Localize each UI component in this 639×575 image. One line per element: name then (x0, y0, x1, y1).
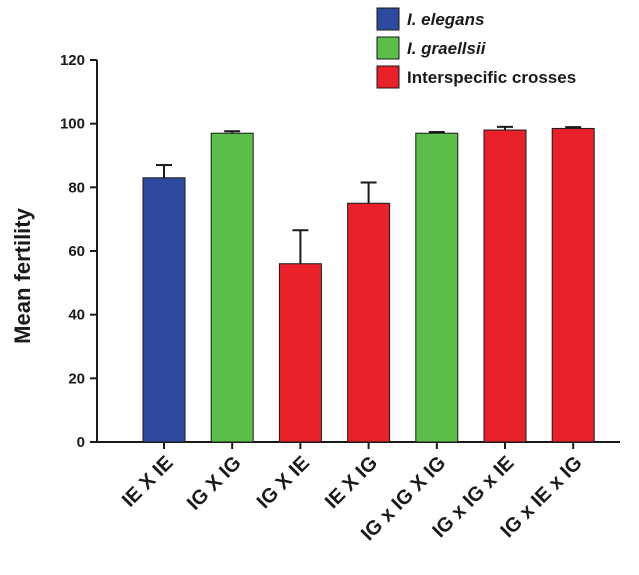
legend: I. elegans I. graellsii Interspecific cros… (376, 7, 576, 89)
bar (483, 129, 527, 443)
bar (347, 202, 391, 443)
bar (551, 127, 595, 443)
legend-label: Interspecific crosses (407, 68, 576, 87)
y-tick-label: 40 (68, 307, 85, 324)
bars (142, 125, 595, 443)
legend-label: I. graellsii (407, 39, 487, 58)
legend-swatch (376, 7, 400, 31)
bar (142, 177, 186, 443)
bar (210, 132, 254, 443)
y-tick-label: 60 (68, 243, 85, 260)
y-tick-label: 100 (60, 116, 85, 133)
x-tick-label: IG X IG (183, 452, 246, 515)
legend-swatch (376, 65, 400, 89)
y-tick-label: 0 (77, 434, 85, 451)
y-tick-label: 20 (68, 370, 85, 387)
y-tick-label: 120 (60, 52, 85, 69)
legend-swatch (376, 36, 400, 60)
x-tick-label: IG X IE (253, 452, 314, 513)
bar (278, 263, 322, 443)
x-tick-label: IE X IG (321, 452, 382, 513)
bar (415, 132, 459, 443)
y-axis-label: Mean fertility (10, 207, 35, 343)
y-tick-label: 80 (68, 179, 85, 196)
x-tick-label: IE X IE (118, 452, 178, 512)
legend-label: I. elegans (407, 10, 484, 29)
